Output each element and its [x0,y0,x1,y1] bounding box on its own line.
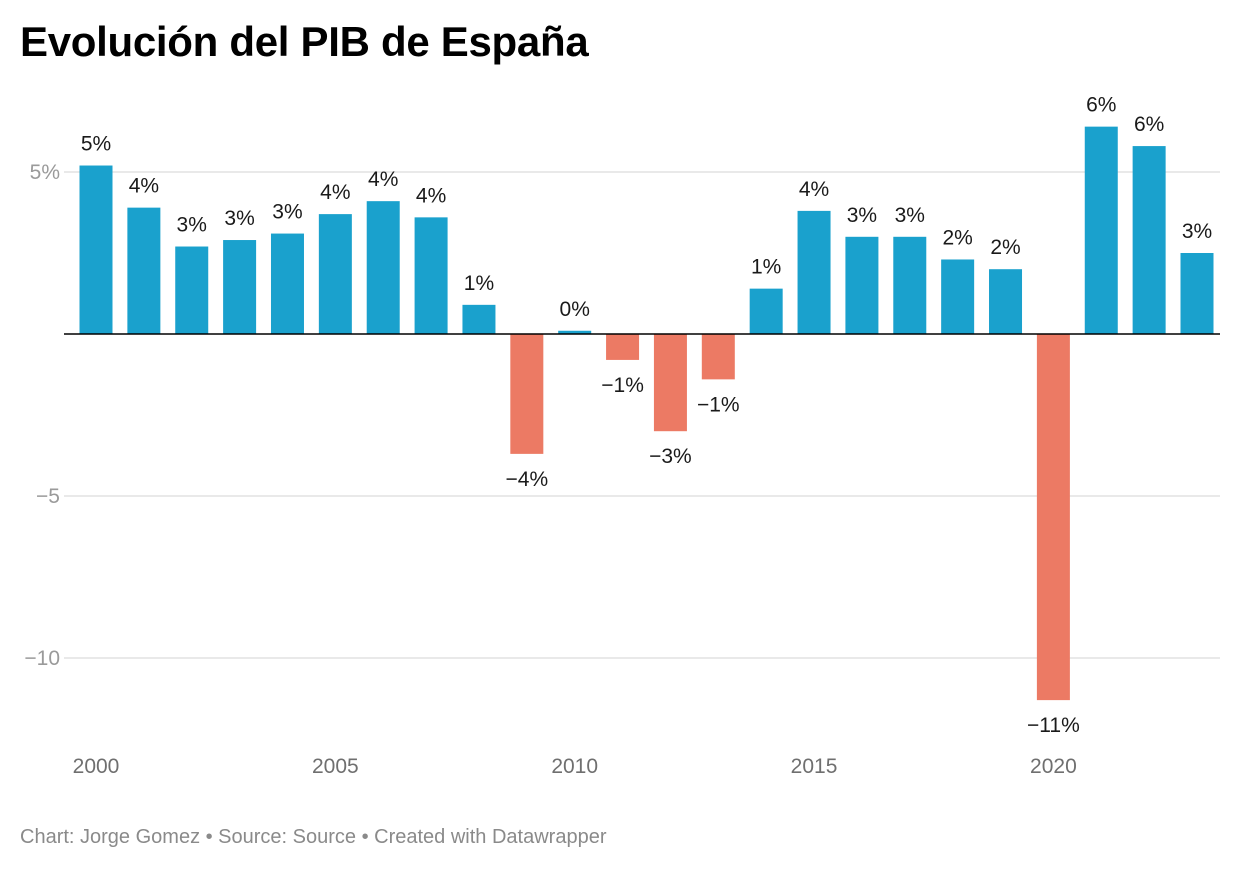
gridlines [64,171,1220,659]
bar [941,259,975,334]
data-label: 6% [1086,94,1116,117]
data-label: 5% [81,133,111,156]
data-label: −11% [1027,714,1080,737]
data-label: 3% [177,214,207,237]
y-axis-ticks: 5% −5 −10 [24,161,60,670]
data-label: −3% [649,445,692,468]
data-label: 1% [751,256,781,279]
bar [845,236,879,334]
bar [653,334,687,432]
bar [989,269,1023,334]
bar [797,210,831,334]
bar [127,207,161,334]
data-label: 1% [464,272,494,295]
bar [893,236,927,334]
bar [1036,334,1070,701]
x-tick-label: 2000 [73,755,120,778]
bar [1132,146,1166,334]
bars [79,126,1214,701]
data-label: −1% [601,374,644,397]
chart-credits: Chart: Jorge Gomez • Source: Source • Cr… [20,826,607,848]
data-label: 2% [990,236,1020,259]
data-label: 3% [895,204,925,227]
bar [749,288,783,334]
x-tick-label: 2005 [312,755,359,778]
data-label: 4% [368,168,398,191]
bar [606,334,640,360]
data-label: 0% [560,298,590,321]
bar [510,334,544,454]
data-label: 4% [129,175,159,198]
bar [366,201,400,334]
bar [701,334,735,380]
bar [462,304,496,334]
bar [79,165,113,334]
bar [223,240,257,334]
data-label: 4% [799,178,829,201]
data-label: 3% [224,207,254,230]
bar [175,246,209,334]
data-label: 2% [942,226,972,249]
y-tick-label: −10 [24,647,60,670]
bar [1084,126,1118,334]
bar [318,214,352,334]
data-labels: 5% 4% 3% 3% 3% 4% 4% 4% 1% −4% 0% −1% −3% −1% 1% 4% 3% 3%… [81,94,1212,737]
data-label: −1% [697,393,740,416]
data-label: 4% [416,184,446,207]
bar [414,217,448,334]
data-label: 3% [847,204,877,227]
x-tick-label: 2015 [791,755,838,778]
chart-title: Evolución del PIB de España [20,18,589,65]
bar [270,233,304,334]
y-tick-label: 5% [30,161,60,184]
bar [558,330,592,334]
x-tick-label: 2010 [551,755,598,778]
data-label: 3% [1182,220,1212,243]
data-label: −4% [506,468,549,491]
data-label: 6% [1134,113,1164,136]
data-label: 3% [272,201,302,224]
x-tick-label: 2020 [1030,755,1077,778]
bar [1180,253,1214,334]
x-axis-ticks: 2000 2005 2010 2015 2020 [73,755,1077,778]
data-label: 4% [320,181,350,204]
y-tick-label: −5 [36,485,60,508]
